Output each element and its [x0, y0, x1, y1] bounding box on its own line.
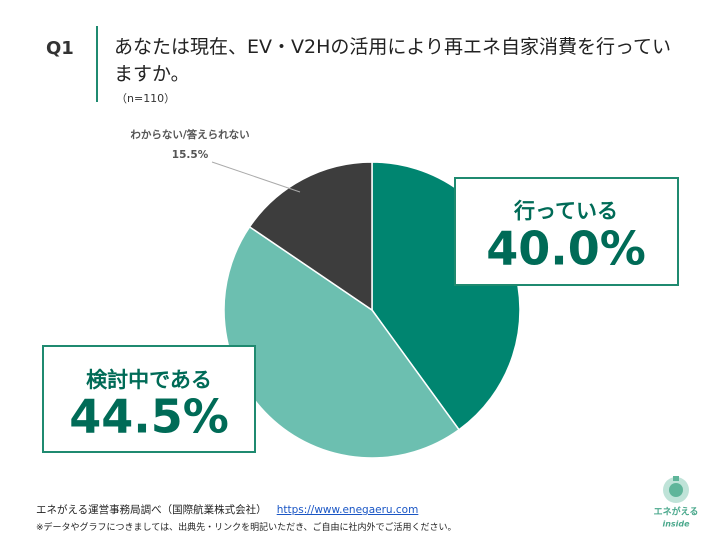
source-link[interactable]: https://www.enegaeru.com [276, 504, 419, 516]
label-box [42, 345, 256, 453]
value-label: 15.5% [172, 149, 209, 161]
logo-icon [663, 476, 689, 503]
source-text: エネがえる運営事務局調べ（国際航業株式会社） [36, 504, 267, 516]
category-label: わからない/答えられない [130, 128, 249, 141]
question-number: Q1 [46, 38, 74, 59]
source: エネがえる運営事務局調べ（国際航業株式会社） https://www.enegae… [36, 502, 418, 517]
divider [96, 26, 98, 102]
note: ※データやグラフにつきましては、出典先・リンクを明記いただき、ご自由に社内外でご… [36, 523, 457, 533]
pie-slice [223, 225, 461, 459]
category-label: 検討中である [86, 368, 212, 392]
category-label: 行っている [513, 199, 618, 223]
logo-name: エネがえる [654, 506, 699, 518]
leader-line [211, 161, 301, 193]
value-label: 44.5% [69, 390, 229, 444]
logo-tagline: inside [662, 520, 690, 529]
value-label: 40.0% [486, 222, 646, 276]
chart-title: あなたは現在、EV・V2Hの活用により再エネ自家消費を行っていますか。 [114, 36, 672, 85]
pie-slice [248, 161, 373, 312]
chart-subtitle: （n=110） [116, 92, 176, 105]
label-box [454, 177, 679, 286]
